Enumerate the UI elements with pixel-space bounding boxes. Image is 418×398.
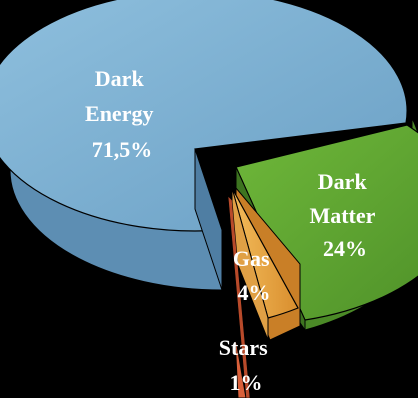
label-dark-matter: Dark Matter 24%: [309, 169, 380, 261]
label-dark-energy: Dark Energy 71,5%: [85, 66, 159, 162]
slice-stars-wedge: [227, 195, 247, 398]
label-gas-value: 4%: [238, 280, 271, 305]
label-dark-energy-line1: Dark: [95, 66, 145, 91]
slice-dark-energy-top: [0, 0, 408, 232]
slice-dark-matter-top: [235, 124, 418, 321]
label-stars: Stars 1%: [219, 335, 273, 395]
label-gas: Gas 4%: [233, 246, 275, 305]
label-stars-value: 1%: [230, 370, 263, 395]
label-dark-matter-line2: Matter: [309, 203, 375, 228]
label-dark-energy-value: 71,5%: [92, 137, 153, 162]
label-stars-line1: Stars: [219, 335, 268, 360]
label-dark-matter-value: 24%: [323, 236, 367, 261]
label-dark-energy-line2: Energy: [85, 101, 153, 126]
label-gas-line1: Gas: [233, 246, 270, 271]
slice-stars: [227, 195, 251, 398]
slice-dark-energy: [0, 0, 408, 291]
label-dark-matter-line1: Dark: [318, 169, 368, 194]
